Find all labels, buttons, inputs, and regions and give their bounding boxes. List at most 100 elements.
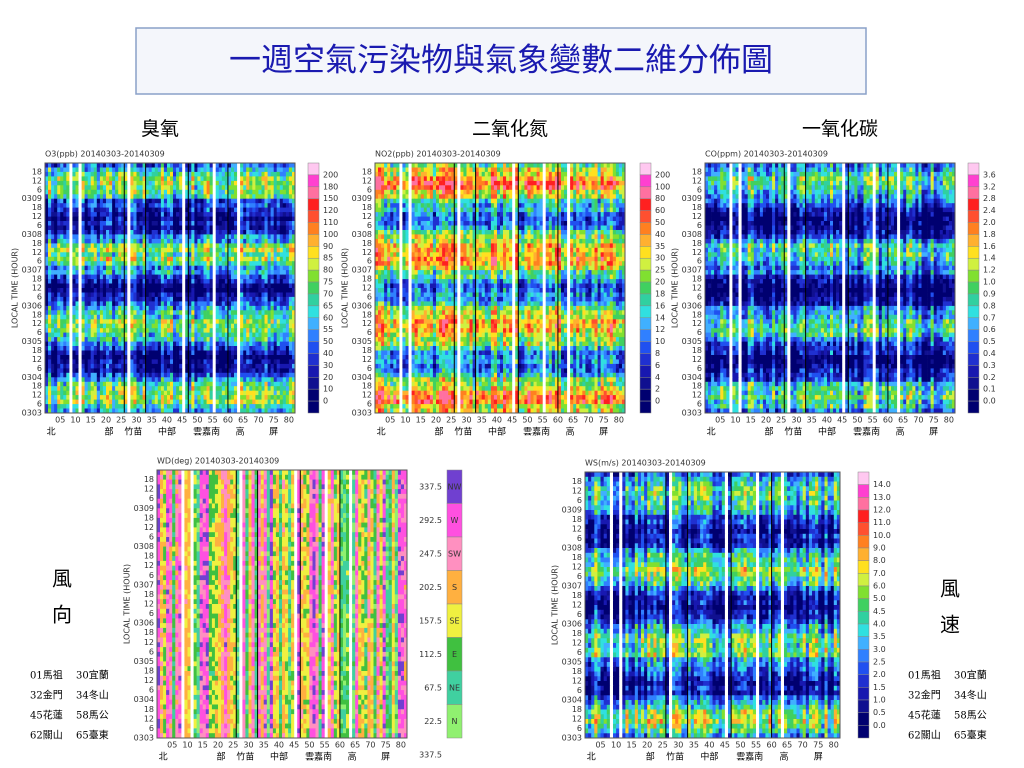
heat-cell [179,194,183,200]
heat-cell [106,225,110,231]
heat-cell [288,176,293,182]
heat-cell [279,230,284,235]
heat-cell [130,234,134,240]
heat-cell [200,171,204,177]
heat-cell [60,180,64,186]
heat-cell [267,301,271,307]
heat-cell [81,359,85,365]
heat-cell [224,171,229,177]
heat-cell [160,332,165,338]
heat-cell [60,377,64,383]
heat-cell [279,207,284,213]
heat-cell [224,216,229,222]
heat-cell [48,368,52,374]
heat-cell [490,171,495,177]
heat-cell [151,372,156,378]
heat-cell [130,341,134,347]
heat-cell [167,270,171,275]
heat-cell [206,301,210,307]
heat-cell [273,395,278,400]
heat-cell [243,359,247,365]
heat-cell [276,363,281,369]
heat-cell [249,368,253,374]
heat-cell [121,283,125,289]
heat-cell [234,270,238,275]
heat-cell [102,372,107,378]
heat-cell [212,341,217,347]
heat-cell [221,314,226,320]
heat-cell [185,167,189,173]
heat-cell [240,408,244,414]
heat-cell [51,301,55,307]
heat-cell [185,265,189,271]
heat-cell [261,381,265,387]
heat-cell [157,238,162,244]
heat-cell [185,198,189,204]
heat-cell [60,238,64,244]
heat-cell [118,279,122,284]
heat-cell [255,265,259,271]
heat-cell [252,292,256,298]
heat-cell [234,256,238,262]
heat-cell [163,296,168,302]
heat-cell [285,261,290,267]
heat-cell [212,319,217,325]
heat-cell [179,386,183,392]
heat-cell [167,194,171,200]
heat-cell [227,346,232,351]
heat-cell [279,332,284,338]
heat-cell [69,216,73,222]
heat-cell [282,328,287,334]
heat-cell [66,198,70,204]
heat-cell [99,350,104,356]
heat-cell [163,274,168,280]
colorbar-label: 60 [323,313,333,322]
y-tick-label: 18 [32,275,42,284]
heat-cell [78,256,82,262]
heat-cell [273,238,278,244]
heat-cell [72,171,76,177]
heat-cell [288,207,293,213]
heat-cell [133,341,137,347]
heat-cell [75,207,79,213]
heat-cell [106,203,110,209]
heat-cell [176,399,180,405]
heat-cell [221,279,226,284]
heat-cell [255,390,259,396]
heat-cell [170,390,174,396]
heat-cell [99,230,104,235]
heat-cell [273,346,278,351]
heat-cell [227,256,232,262]
heat-cell [273,189,278,195]
colorbar-label: 90 [323,242,333,251]
heat-cell [267,372,271,378]
heat-cell [173,390,177,396]
heat-cell [102,337,107,342]
heat-cell [102,203,107,209]
heat-cell [69,372,73,378]
heat-cell [279,252,284,258]
heat-cell [51,319,55,325]
heat-cell [130,323,134,329]
heat-cell [282,221,287,226]
heat-cell [102,256,107,262]
heat-cell [106,341,110,347]
heat-cell [170,163,174,168]
heat-cell [182,230,186,235]
heat-cell [432,163,437,168]
heat-cell [279,189,284,195]
heat-cell [142,185,146,191]
heat-cell [472,176,476,182]
heat-cell [127,261,131,267]
heat-cell [127,350,131,356]
heat-cell [451,167,455,173]
heat-cell [167,283,171,289]
heat-cell [209,252,213,258]
heat-cell [72,390,76,396]
heat-cell [603,163,608,168]
heat-cell [96,270,101,275]
heat-cell [261,395,265,400]
heat-cell [60,221,64,226]
heat-cell [270,189,274,195]
heat-cell [240,216,244,222]
